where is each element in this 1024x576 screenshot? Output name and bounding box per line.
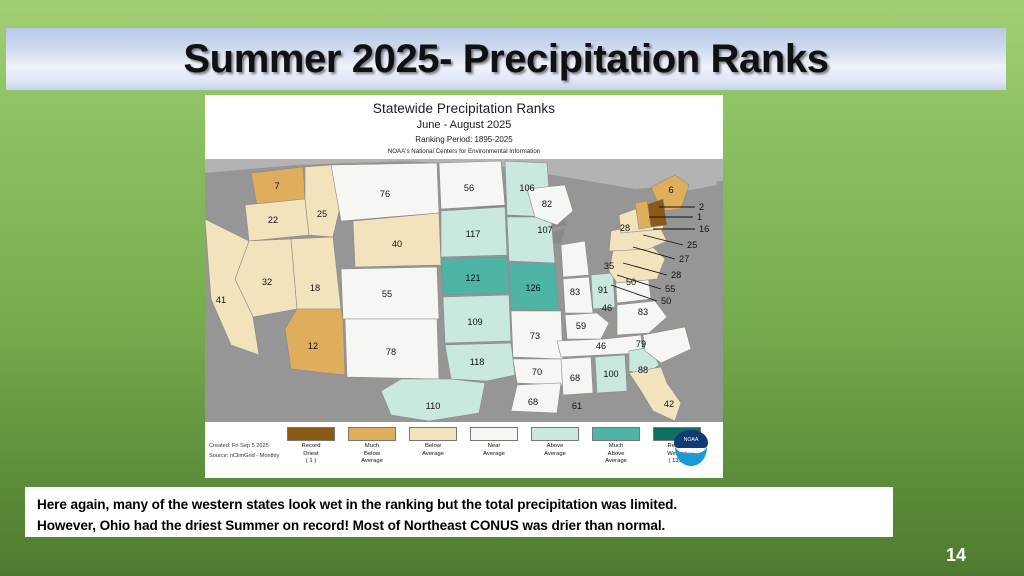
caption-box: Here again, many of the western states l… bbox=[25, 487, 893, 537]
legend-label-line1: Much bbox=[608, 443, 624, 449]
legend-item-much-below-average: Much Below Average bbox=[346, 427, 398, 466]
svg-text:82: 82 bbox=[542, 199, 552, 209]
svg-text:18: 18 bbox=[310, 283, 320, 293]
svg-text:27: 27 bbox=[679, 254, 689, 264]
svg-text:46: 46 bbox=[596, 341, 606, 351]
legend-swatch bbox=[470, 427, 518, 441]
svg-text:55: 55 bbox=[665, 284, 675, 294]
svg-text:107: 107 bbox=[537, 225, 552, 235]
map-header: Statewide Precipitation Ranks June - Aug… bbox=[205, 95, 723, 159]
svg-text:70: 70 bbox=[532, 367, 542, 377]
legend-swatch bbox=[287, 427, 335, 441]
svg-text:41: 41 bbox=[216, 295, 226, 305]
svg-text:40: 40 bbox=[392, 239, 402, 249]
map-period: June - August 2025 bbox=[416, 119, 512, 131]
svg-text:91: 91 bbox=[598, 285, 608, 295]
svg-text:28: 28 bbox=[620, 223, 630, 233]
map-agency: NOAA's National Centers for Environmenta… bbox=[387, 148, 541, 155]
legend-label-line1: Record bbox=[301, 443, 321, 449]
map-source: Source: nClimGrid - Monthly bbox=[209, 452, 280, 459]
svg-text:78: 78 bbox=[386, 347, 396, 357]
svg-text:61: 61 bbox=[572, 401, 582, 411]
legend-swatch bbox=[409, 427, 457, 441]
svg-text:76: 76 bbox=[380, 189, 390, 199]
legend-label-line1: Above bbox=[546, 443, 564, 449]
noaa-logo-icon: NOAA bbox=[674, 430, 708, 466]
legend-label-line3: ( 1 ) bbox=[305, 458, 317, 465]
svg-text:73: 73 bbox=[530, 331, 540, 341]
svg-text:22: 22 bbox=[268, 215, 278, 225]
svg-text:88: 88 bbox=[638, 365, 648, 375]
map-created-date: Created: Fri Sep 5 2025 bbox=[209, 443, 269, 449]
svg-text:7: 7 bbox=[274, 181, 279, 191]
svg-text:68: 68 bbox=[528, 397, 538, 407]
svg-text:28: 28 bbox=[671, 270, 681, 280]
legend-swatch bbox=[348, 427, 396, 441]
map-legend: Created: Fri Sep 5 2025 Source: nClimGri… bbox=[205, 422, 723, 478]
page-number: 14 bbox=[945, 545, 966, 565]
svg-text:2: 2 bbox=[699, 202, 704, 212]
svg-text:46: 46 bbox=[602, 303, 612, 313]
svg-text:79: 79 bbox=[636, 339, 646, 349]
svg-text:12: 12 bbox=[308, 341, 318, 351]
legend-label-line2: Average bbox=[483, 450, 505, 457]
svg-text:6: 6 bbox=[668, 185, 673, 195]
svg-text:59: 59 bbox=[576, 321, 586, 331]
svg-text:110: 110 bbox=[426, 401, 441, 411]
legend-swatch bbox=[531, 427, 579, 441]
svg-text:16: 16 bbox=[699, 224, 709, 234]
svg-text:106: 106 bbox=[519, 183, 534, 193]
precipitation-rank-map-figure: Statewide Precipitation Ranks June - Aug… bbox=[205, 95, 723, 478]
legend-item-near-average: Near Average bbox=[468, 427, 520, 466]
legend-item-much-above-average: Much Above Average bbox=[590, 427, 642, 466]
page-title: Summer 2025- Precipitation Ranks bbox=[183, 36, 829, 81]
noaa-logo-text: NOAA bbox=[684, 437, 699, 443]
legend-label-line3: Average bbox=[361, 458, 383, 465]
legend-label-line3: ( 131 ) bbox=[668, 458, 686, 465]
legend-item-below-average: Below Average bbox=[407, 427, 459, 466]
legend-label-line2: Average bbox=[422, 450, 444, 457]
legend-label-line2: Below bbox=[363, 450, 381, 457]
legend-label-line2: Driest bbox=[303, 450, 319, 457]
us-choropleth-map: 7 22 25 76 40 56 117 106 107 121 126 32 … bbox=[205, 159, 723, 422]
svg-text:117: 117 bbox=[466, 229, 481, 239]
svg-text:83: 83 bbox=[570, 287, 580, 297]
map-title: Statewide Precipitation Ranks bbox=[372, 101, 556, 116]
svg-text:100: 100 bbox=[603, 369, 618, 379]
svg-text:83: 83 bbox=[638, 307, 648, 317]
legend-swatch bbox=[592, 427, 640, 441]
svg-text:50: 50 bbox=[661, 296, 671, 306]
svg-text:118: 118 bbox=[470, 357, 485, 367]
map-body: 7 22 25 76 40 56 117 106 107 121 126 32 … bbox=[205, 159, 723, 422]
svg-text:32: 32 bbox=[262, 277, 272, 287]
svg-text:126: 126 bbox=[525, 283, 540, 293]
svg-text:55: 55 bbox=[382, 289, 392, 299]
svg-text:25: 25 bbox=[687, 240, 697, 250]
legend-swatch-row: Record Driest ( 1 ) Much Below Average bbox=[285, 427, 703, 466]
legend-label-line3: Average bbox=[605, 458, 627, 465]
legend-label-line1: Near bbox=[487, 443, 501, 449]
svg-text:56: 56 bbox=[464, 183, 474, 193]
legend-item-record-driest: Record Driest ( 1 ) bbox=[285, 427, 337, 466]
svg-text:42: 42 bbox=[664, 399, 674, 409]
legend-label-line1: Below bbox=[424, 443, 442, 449]
legend-label-line2: Average bbox=[544, 450, 566, 457]
legend-item-above-average: Above Average bbox=[529, 427, 581, 466]
svg-text:121: 121 bbox=[465, 273, 480, 283]
svg-text:1: 1 bbox=[697, 212, 702, 222]
caption-line-1: Here again, many of the western states l… bbox=[37, 497, 678, 512]
svg-text:68: 68 bbox=[570, 373, 580, 383]
caption-line-2: However, Ohio had the driest Summer on r… bbox=[37, 518, 666, 534]
legend-label-line2: Above bbox=[607, 450, 625, 457]
svg-text:50: 50 bbox=[626, 277, 636, 287]
slide-title-banner: Summer 2025- Precipitation Ranks bbox=[6, 28, 1006, 90]
map-ranking-period: Ranking Period: 1895-2025 bbox=[415, 135, 513, 144]
svg-text:109: 109 bbox=[467, 317, 482, 327]
map-credit: Created: Fri Sep 5 2025 Source: nClimGri… bbox=[209, 442, 279, 462]
svg-text:25: 25 bbox=[317, 209, 327, 219]
legend-label-line1: Much bbox=[364, 443, 380, 449]
svg-text:35: 35 bbox=[604, 261, 614, 271]
